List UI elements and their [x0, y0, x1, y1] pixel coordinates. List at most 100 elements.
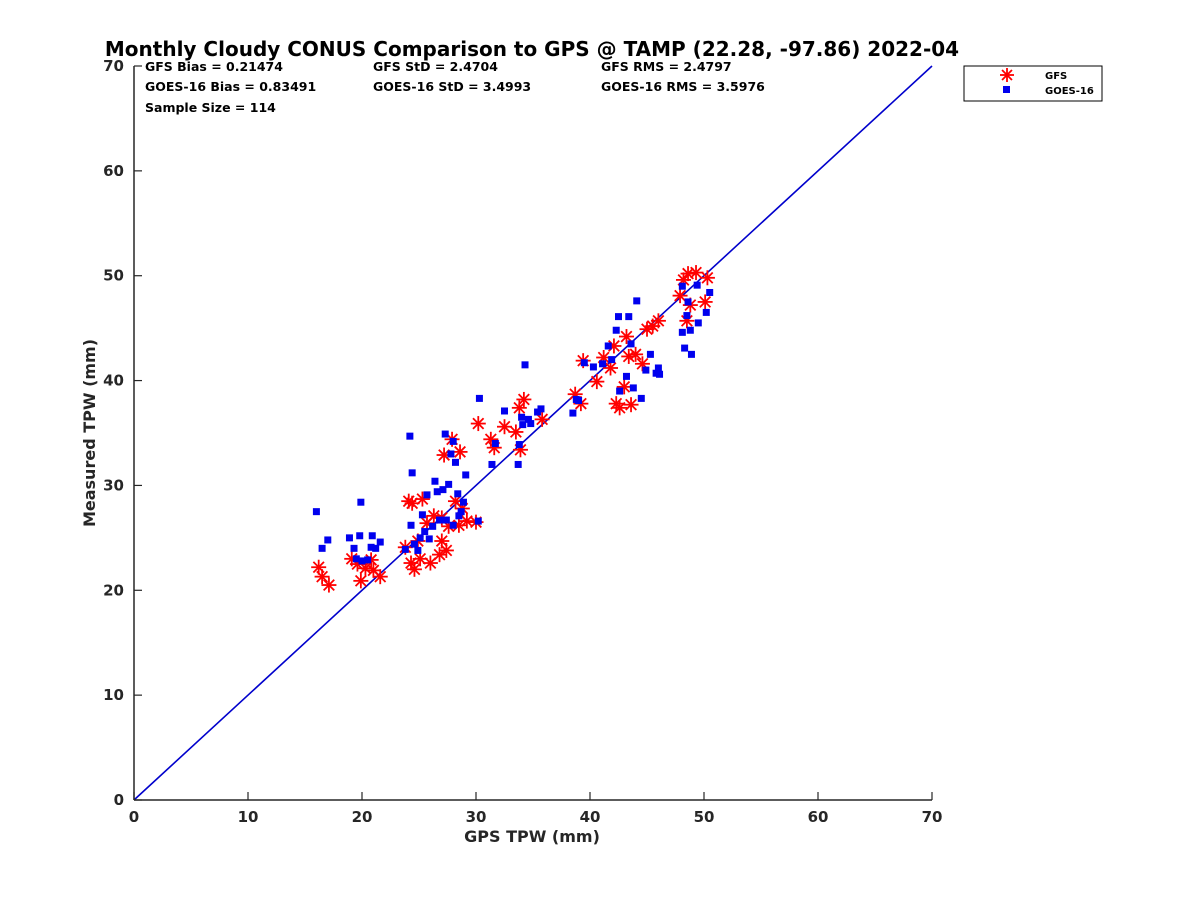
- goes-point: [521, 361, 529, 369]
- gfs-point: [634, 356, 650, 372]
- legend-goes-marker: [1003, 86, 1010, 93]
- legend-gfs-marker: [1000, 68, 1014, 82]
- legend-box: [963, 65, 1103, 102]
- goes-point: [414, 546, 422, 554]
- gfs-point: [589, 374, 605, 390]
- goes-point: [612, 326, 620, 334]
- goes-point: [324, 536, 332, 544]
- goes-point: [524, 415, 532, 423]
- goes-point: [433, 488, 441, 496]
- goes-point: [706, 288, 714, 296]
- goes-point: [622, 372, 630, 380]
- goes-point: [686, 326, 694, 334]
- y-tick-label: 10: [103, 686, 124, 704]
- x-tick-label: 10: [238, 808, 259, 826]
- y-tick-label: 20: [103, 581, 124, 599]
- goes-point: [702, 308, 710, 316]
- y-tick-label: 30: [103, 476, 124, 494]
- goes-point: [406, 432, 414, 440]
- y-tick-label: 40: [103, 372, 124, 390]
- goes-point: [364, 556, 372, 564]
- goes-point: [518, 413, 526, 421]
- goes-point: [318, 544, 326, 552]
- gfs-point: [606, 338, 622, 354]
- legend-goes-label: GOES-16: [1045, 86, 1094, 97]
- goes-point: [656, 370, 664, 378]
- goes-point: [604, 342, 612, 350]
- goes-point: [429, 522, 437, 530]
- gfs-point: [628, 346, 644, 362]
- goes-point: [687, 350, 695, 358]
- goes-point: [442, 516, 450, 524]
- gfs-point: [508, 424, 524, 440]
- x-tick-label: 50: [694, 808, 715, 826]
- goes-point: [694, 319, 702, 327]
- y-axis-ticks: 0 10 20 30 40 50 60 70: [103, 57, 142, 809]
- gfs-point: [650, 313, 666, 329]
- chart-title: Monthly Cloudy CONUS Comparison to GPS @…: [105, 37, 959, 61]
- goes-point: [408, 469, 416, 477]
- goes-point: [376, 538, 384, 546]
- stat-goes-std: GOES-16 StD = 3.4993: [373, 79, 531, 94]
- goes-point: [445, 480, 453, 488]
- reference-line-layer: [133, 65, 933, 801]
- goes-point: [569, 409, 577, 417]
- gfs-point: [459, 513, 475, 529]
- y-tick-label: 0: [114, 791, 124, 809]
- gfs-point: [680, 266, 696, 282]
- goes-point: [357, 498, 365, 506]
- y-tick-label: 50: [103, 267, 124, 285]
- gfs-point: [438, 542, 454, 558]
- goes-point: [678, 282, 686, 290]
- goes-point: [637, 394, 645, 402]
- goes-point: [345, 534, 353, 542]
- goes-point: [425, 535, 433, 543]
- goes-point: [457, 508, 465, 516]
- goes-point: [367, 543, 375, 551]
- goes-point: [352, 555, 360, 563]
- gfs-point: [623, 397, 639, 413]
- legend-gfs-label: GFS: [1045, 71, 1067, 82]
- gfs-point: [497, 419, 512, 435]
- gfs-point: [353, 573, 369, 589]
- goes-point: [454, 490, 462, 498]
- goes-point: [599, 360, 607, 368]
- stat-goes-bias: GOES-16 Bias = 0.83491: [145, 79, 316, 94]
- goes-point: [629, 384, 637, 392]
- goes-point: [616, 387, 624, 395]
- goes-point: [455, 512, 463, 520]
- gfs-point: [699, 270, 715, 286]
- stat-goes-rms: GOES-16 RMS = 3.5976: [601, 79, 765, 94]
- gfs-point: [612, 400, 628, 416]
- goes-point: [488, 460, 496, 468]
- stats-block: GFS Bias = 0.21474 GFS StD = 2.4704 GFS …: [145, 59, 765, 115]
- stat-gfs-bias: GFS Bias = 0.21474: [145, 59, 283, 74]
- goes-point: [439, 486, 447, 494]
- goes-point: [436, 516, 444, 524]
- goes-point: [356, 532, 364, 540]
- goes-point: [312, 508, 320, 516]
- x-tick-label: 20: [352, 808, 373, 826]
- goes-point: [416, 534, 424, 542]
- goes-point: [625, 313, 633, 321]
- goes-point: [678, 328, 686, 336]
- goes-point: [372, 544, 380, 552]
- gfs-point: [688, 265, 704, 281]
- goes-point: [646, 350, 654, 358]
- gfs-point: [452, 444, 468, 460]
- goes-point: [491, 439, 499, 447]
- goes-point: [358, 557, 366, 565]
- legend: GFS GOES-16: [963, 65, 1103, 102]
- goes-point: [627, 340, 635, 348]
- goes-point: [449, 437, 457, 445]
- plot-area: 0 10 20 30 40 50 60 70 0 10 20 30 40 50 60 70: [103, 57, 942, 826]
- gfs-point: [314, 569, 330, 585]
- gfs-point: [321, 577, 337, 593]
- goes-point: [633, 297, 641, 305]
- gfs-point: [372, 569, 388, 585]
- goes-point: [684, 298, 692, 306]
- gfs-point: [679, 313, 695, 329]
- goes-point: [654, 364, 662, 372]
- goes-point: [615, 313, 622, 321]
